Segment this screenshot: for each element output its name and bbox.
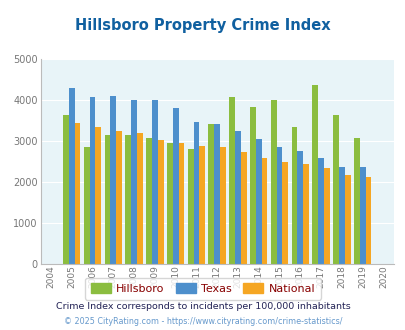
Bar xyxy=(83,148,90,264)
Bar xyxy=(110,96,116,264)
Bar xyxy=(311,85,318,264)
Bar xyxy=(333,115,338,264)
Text: Crime Index corresponds to incidents per 100,000 inhabitants: Crime Index corresponds to incidents per… xyxy=(55,302,350,311)
Bar xyxy=(151,100,158,264)
Bar xyxy=(261,158,267,264)
Bar xyxy=(63,115,69,264)
Bar xyxy=(199,146,205,264)
Legend: Hillsboro, Texas, National: Hillsboro, Texas, National xyxy=(85,278,320,300)
Bar xyxy=(282,162,288,264)
Bar xyxy=(276,148,282,264)
Bar xyxy=(255,139,261,264)
Bar xyxy=(249,107,255,264)
Bar xyxy=(104,135,110,264)
Bar xyxy=(158,140,163,264)
Bar xyxy=(166,143,172,264)
Bar xyxy=(95,127,101,264)
Bar xyxy=(116,131,122,264)
Bar xyxy=(172,108,178,264)
Bar xyxy=(234,131,240,264)
Bar xyxy=(208,124,214,264)
Bar xyxy=(193,121,199,264)
Bar xyxy=(220,147,225,264)
Bar xyxy=(297,151,303,264)
Bar xyxy=(125,135,131,264)
Bar xyxy=(364,177,371,264)
Text: Hillsboro Property Crime Index: Hillsboro Property Crime Index xyxy=(75,18,330,33)
Bar xyxy=(291,127,297,264)
Bar xyxy=(318,158,323,264)
Bar xyxy=(187,149,193,264)
Bar xyxy=(90,97,95,264)
Bar xyxy=(359,167,364,264)
Bar xyxy=(136,133,143,264)
Bar xyxy=(214,124,220,264)
Bar xyxy=(69,88,75,264)
Bar xyxy=(131,100,136,264)
Bar xyxy=(353,138,359,264)
Bar xyxy=(75,123,80,264)
Bar xyxy=(338,167,344,264)
Bar xyxy=(270,100,276,264)
Bar xyxy=(240,152,246,264)
Bar xyxy=(178,143,184,264)
Text: © 2025 CityRating.com - https://www.cityrating.com/crime-statistics/: © 2025 CityRating.com - https://www.city… xyxy=(64,317,341,326)
Bar xyxy=(323,168,329,264)
Bar xyxy=(229,97,234,264)
Bar xyxy=(344,175,350,264)
Bar xyxy=(303,164,308,264)
Bar xyxy=(146,138,151,264)
